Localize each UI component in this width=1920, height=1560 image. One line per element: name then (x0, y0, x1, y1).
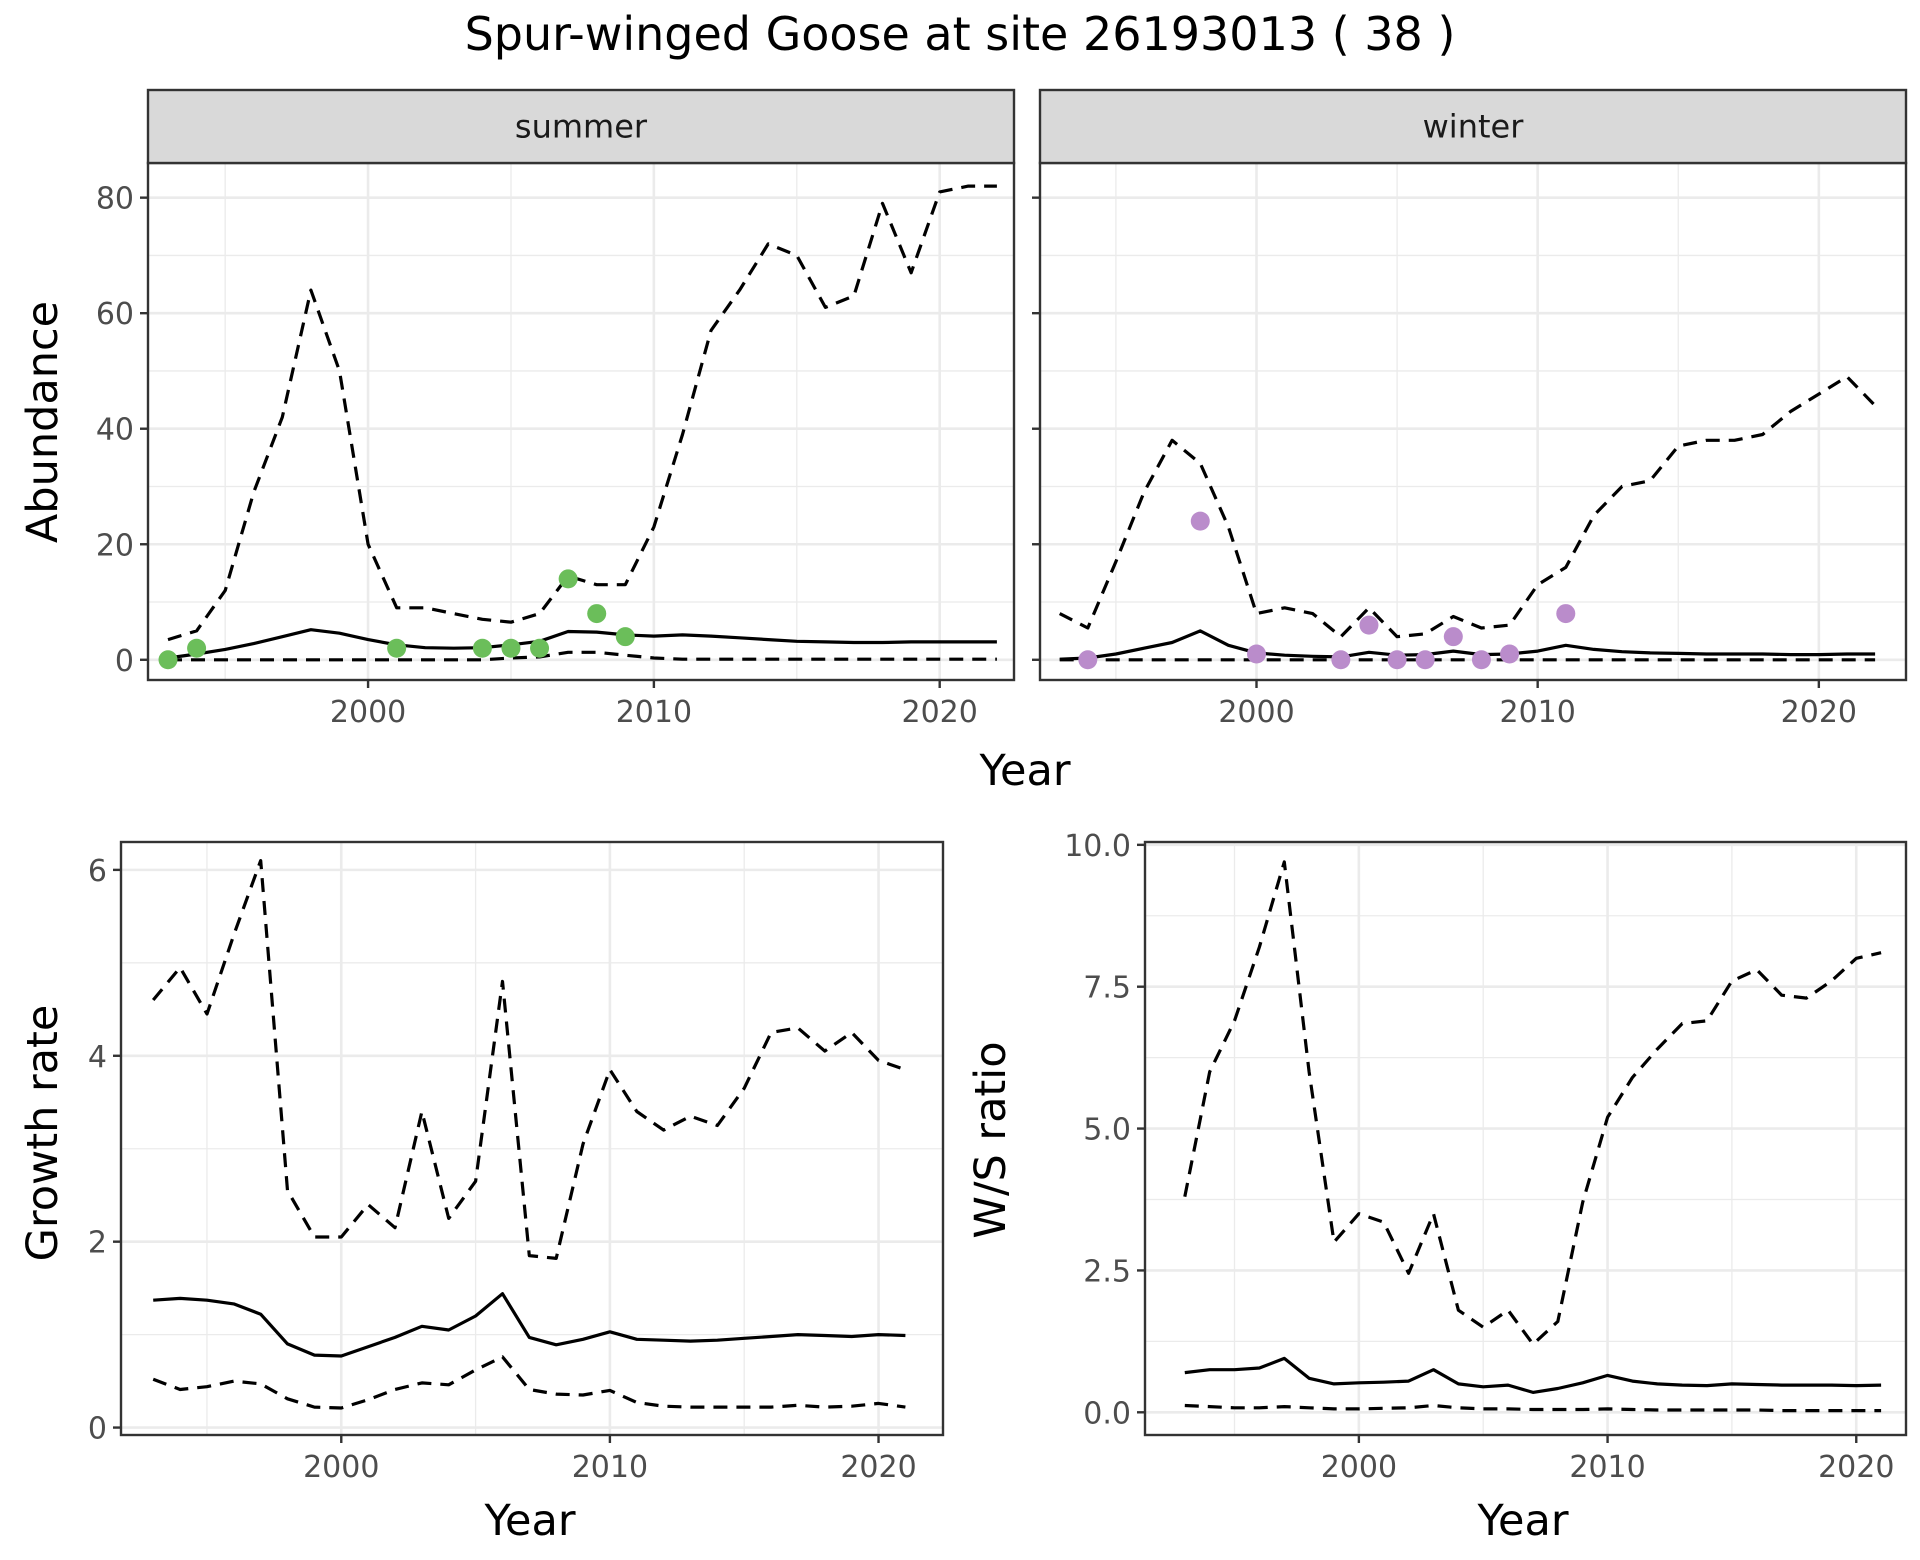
series-line-lower (1184, 1403, 1882, 1413)
ratio-y-axis-title: W/S ratio (966, 1041, 1016, 1238)
x-tick-label: 2000 (1218, 695, 1294, 730)
x-tick-label: 2000 (330, 695, 406, 730)
series-line-upper (1183, 860, 1882, 1346)
observation-point (1387, 650, 1407, 670)
panel-ws-ratio: 2000 2010 2020 0.0 2.5 5.0 7.5 10.0 (1064, 829, 1908, 1485)
observation-point (530, 638, 550, 658)
series-line-estimate (1059, 629, 1876, 661)
x-tick-label: 2000 (303, 1450, 379, 1485)
series-line-upper (167, 184, 997, 642)
growth-x-axis-title: Year (483, 1496, 575, 1546)
ratio-x-axis-title: Year (1476, 1496, 1568, 1546)
observation-point (1247, 644, 1266, 664)
panel-background (121, 842, 943, 1435)
facet-strip (1038, 88, 1908, 165)
x-tick-label: 2010 (572, 1450, 648, 1485)
observation-point (387, 638, 407, 658)
y-tick-label: 20 (96, 528, 134, 563)
x-tick-label: 2020 (902, 695, 978, 730)
facet-strip-label: summer (515, 108, 648, 146)
observation-point (1471, 650, 1491, 670)
panel-background (148, 163, 1014, 680)
y-tick-label: 5.0 (1083, 1113, 1131, 1148)
x-tick-label: 2000 (1321, 1450, 1397, 1485)
y-tick-label: 0 (88, 1412, 107, 1447)
y-tick-label: 80 (96, 182, 134, 217)
y-tick-label: 4 (88, 1040, 107, 1075)
y-tick-label: 10.0 (1064, 829, 1131, 864)
x-tick-label: 2010 (1569, 1450, 1645, 1485)
x-tick-label: 2020 (1818, 1450, 1894, 1485)
y-tick-label: 6 (88, 854, 107, 889)
observation-point (1556, 604, 1576, 624)
observation-point (558, 569, 578, 589)
series-line-estimate (1184, 1356, 1882, 1395)
panel-border (119, 840, 945, 1437)
top-y-axis-title: Abundance (18, 301, 68, 543)
series-line-upper (1058, 375, 1877, 639)
observation-point (1331, 650, 1351, 670)
y-tick-label: 40 (96, 413, 134, 448)
observation-point (1190, 511, 1210, 531)
x-tick-label: 2020 (1781, 695, 1857, 730)
top-x-axis-title: Year (978, 746, 1070, 796)
y-tick-label: 2 (88, 1226, 107, 1261)
y-tick-label: 60 (96, 297, 134, 332)
observation-point (1500, 644, 1520, 664)
facet-strip-label: winter (1423, 108, 1525, 146)
y-tick-label: 0 (115, 644, 134, 679)
panel-summer-abundance: summer 2000 2010 2020 0 20 40 60 80 (96, 88, 1016, 730)
y-tick-label: 7.5 (1083, 971, 1131, 1006)
observation-point (615, 627, 635, 647)
observation-point (587, 604, 607, 624)
growth-y-axis-title: Growth rate (18, 1005, 68, 1262)
panel-background (1145, 842, 1906, 1435)
facet-strip (146, 88, 1016, 165)
observation-point (1443, 627, 1463, 647)
observation-point (501, 638, 521, 658)
series-line-estimate (167, 628, 997, 660)
panel-border (1143, 840, 1908, 1437)
panel-winter-abundance: winter 2000 2010 2020 (1032, 88, 1908, 730)
series-line-upper (151, 858, 906, 1261)
series-line-lower (168, 650, 997, 662)
panel-growth-rate: 2000 2010 2020 0 2 4 6 (88, 840, 945, 1485)
chart-title: Spur-winged Goose at site 26193013 ( 38 … (465, 7, 1456, 61)
series-line-estimate (153, 1292, 906, 1358)
x-tick-label: 2010 (1499, 695, 1575, 730)
observation-point (1415, 650, 1435, 670)
observation-point (1359, 615, 1379, 635)
x-tick-label: 2010 (616, 695, 692, 730)
observation-point (158, 650, 178, 670)
panel-background (1040, 163, 1906, 680)
y-tick-label: 0.0 (1083, 1396, 1131, 1431)
observation-point (187, 638, 207, 658)
observation-point (1078, 650, 1098, 670)
x-tick-label: 2020 (840, 1450, 916, 1485)
y-tick-label: 2.5 (1083, 1254, 1131, 1289)
observation-point (472, 638, 492, 658)
